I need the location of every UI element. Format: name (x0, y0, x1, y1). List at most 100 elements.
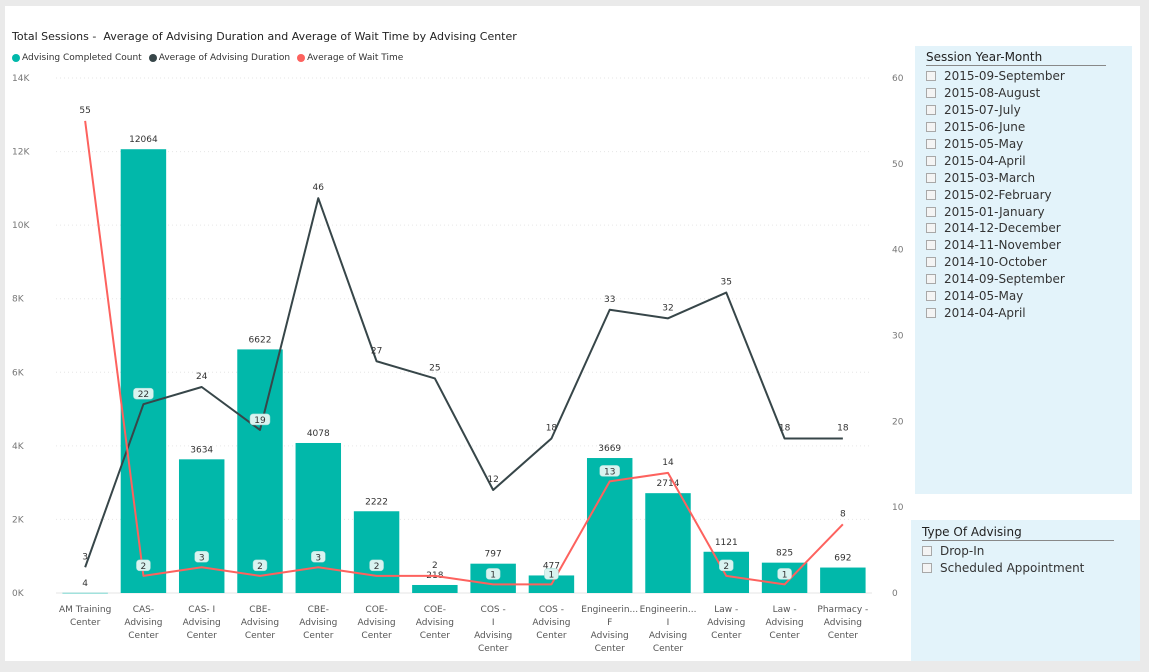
month-item[interactable]: 2014-04-April (926, 304, 1065, 321)
y-left-tick-label: 8K (12, 295, 25, 305)
month-item[interactable]: 2015-06-June (926, 119, 1065, 136)
legend-item-wait-time[interactable]: Average of Wait Time (297, 53, 403, 63)
month-item[interactable]: 2014-09-September (926, 271, 1065, 288)
checkbox-icon[interactable] (926, 88, 936, 99)
x-category-label-line: Advising (591, 631, 629, 641)
month-item[interactable]: 2015-04-April (926, 152, 1065, 169)
wait-value-label: 1 (782, 570, 788, 580)
month-item[interactable]: 2014-10-October (926, 254, 1065, 271)
advising-type-item[interactable]: Scheduled Appointment (922, 560, 1084, 577)
advising-type-item-label: Scheduled Appointment (940, 561, 1085, 576)
checkbox-icon[interactable] (922, 563, 932, 574)
bar-value-label: 4078 (307, 429, 330, 439)
checkbox-icon[interactable] (926, 223, 936, 234)
x-category-label-line: Center (245, 631, 276, 641)
month-item[interactable]: 2014-11-November (926, 237, 1065, 254)
duration-value-label: 18 (546, 424, 558, 434)
bar-value-label: 1121 (715, 538, 738, 548)
wait-value-label: 8 (840, 509, 846, 519)
month-item[interactable]: 2014-05-May (926, 288, 1065, 305)
checkbox-icon[interactable] (926, 291, 936, 302)
duration-value-label: 3 (82, 552, 88, 562)
bar-value-label: 12064 (129, 135, 158, 145)
checkbox-icon[interactable] (926, 189, 936, 200)
slicer-session-year-month: Session Year-Month 2015-09-September 2015… (915, 46, 1132, 494)
y-right-tick-label: 60 (892, 74, 904, 84)
x-category-label: Engineerin... I Advising Center (640, 605, 697, 654)
wait-value-label-badge (136, 559, 151, 572)
legend-item-advising-duration[interactable]: Average of Advising Duration (148, 53, 290, 63)
y-left-tick-label: 14K (12, 74, 30, 84)
bar (237, 349, 283, 593)
checkbox-icon[interactable] (926, 122, 936, 133)
bar (703, 551, 750, 593)
x-category-label-line: Advising (416, 618, 454, 628)
advising-type-item[interactable]: Drop-In (922, 543, 1084, 560)
x-category-label-line: Center (361, 631, 392, 641)
x-category-label-line: F (607, 618, 612, 628)
checkbox-icon[interactable] (926, 206, 936, 217)
checkbox-icon[interactable] (926, 105, 936, 116)
y-left-tick-label: 2K (12, 515, 25, 525)
checkbox-icon[interactable] (926, 139, 936, 149)
month-item[interactable]: 2015-09-September (926, 68, 1065, 85)
wait-value-label-badge (194, 551, 209, 563)
bar-value-label: 2714 (657, 479, 680, 489)
duration-value-label-badge (249, 413, 271, 426)
month-item[interactable]: 2015-01-January (926, 203, 1065, 220)
month-item[interactable]: 2015-02-February (926, 186, 1065, 203)
checkbox-icon[interactable] (926, 240, 936, 251)
combo-chart: 0K2K4K6K8K10K12K14K010203040506041206436… (12, 74, 904, 654)
month-item[interactable]: 2015-03-March (926, 169, 1065, 186)
month-item[interactable]: 2015-05-May (926, 136, 1065, 153)
x-category-label-line: Center (478, 644, 509, 654)
x-category-label-line: COE- (424, 605, 446, 615)
checkbox-icon[interactable] (926, 274, 936, 285)
checkbox-icon[interactable] (926, 71, 936, 82)
x-category-label: COS - I Advising Center (474, 605, 512, 654)
x-category-label-line: Center (769, 631, 800, 641)
x-category-label: CBE- Advising Center (299, 605, 337, 641)
duration-value-label: 33 (604, 295, 615, 305)
legend-dot-icon (297, 54, 306, 62)
x-category-label-line: Center (420, 631, 451, 641)
x-category-label-line: Advising (124, 618, 162, 628)
wait-value-label-badge (311, 551, 326, 563)
duration-value-label-badge (133, 387, 154, 400)
chart-title: Total Sessions - Average of Advising Dur… (12, 30, 517, 43)
x-category-label: CAS- I Advising Center (183, 605, 221, 641)
x-category-label-line: I (492, 618, 495, 628)
month-item[interactable]: 2015-07-July (926, 102, 1065, 119)
checkbox-icon[interactable] (926, 172, 936, 183)
y-left-tick-label: 0K (12, 589, 25, 599)
x-category-label-line: Advising (707, 618, 745, 628)
month-item[interactable]: 2015-08-August (926, 85, 1065, 102)
checkbox-icon[interactable] (922, 546, 932, 557)
x-category-label-line: COS - (539, 605, 564, 615)
x-category-label-line: Advising (824, 618, 862, 628)
x-category-label-line: Advising (649, 631, 687, 641)
wait-value-label-badge (544, 568, 559, 580)
month-item-label: 2015-03-March (944, 170, 1036, 185)
x-category-label-line: Center (128, 631, 159, 641)
wait-value-label: 1 (549, 570, 555, 580)
y-right-tick-label: 10 (892, 503, 904, 513)
checkbox-icon[interactable] (926, 307, 936, 318)
wait-value-label-badge (252, 559, 268, 572)
checkbox-icon[interactable] (926, 257, 936, 268)
x-category-label-line: Center (303, 631, 334, 641)
slicer-type-of-advising: Type Of Advising Drop-In Scheduled Appoin… (911, 520, 1140, 661)
month-item-label: 2014-10-October (944, 255, 1047, 270)
legend-item-completed-count[interactable]: Advising Completed Count (12, 53, 142, 63)
x-category-label-line: AM Training (59, 605, 111, 615)
wait-value-label-badge (369, 559, 384, 572)
bar (120, 149, 167, 593)
bar-value-label: 3634 (190, 445, 213, 455)
checkbox-icon[interactable] (926, 155, 936, 166)
wait-value-label: 2 (141, 562, 147, 572)
advising-type-item-label: Drop-In (940, 544, 985, 559)
x-category-label-line: CAS- I (188, 605, 215, 615)
x-category-label: COE- Advising Center (357, 605, 395, 641)
month-item[interactable]: 2014-12-December (926, 220, 1065, 237)
x-category-label-line: COS - (481, 605, 506, 615)
